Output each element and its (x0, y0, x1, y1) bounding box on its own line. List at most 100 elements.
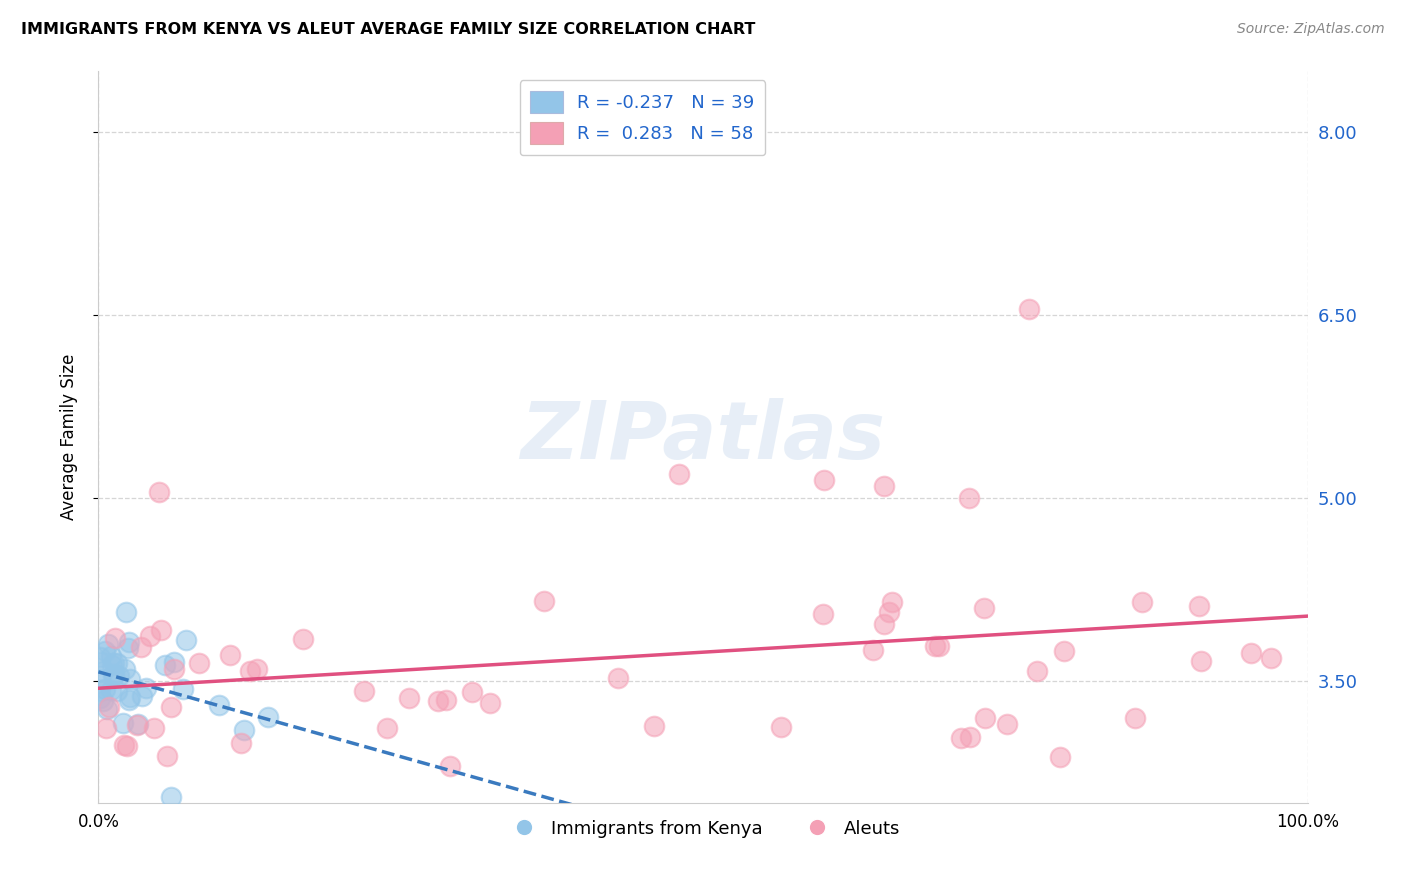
Aleuts (156, 748, 179, 763)
Aleuts (877, 605, 900, 619)
Immigrants from Kenya (163, 655, 186, 669)
Aleuts (1189, 654, 1212, 668)
Immigrants from Kenya (131, 689, 153, 703)
Aleuts (643, 719, 665, 733)
Immigrants from Kenya (208, 698, 231, 713)
Aleuts (219, 648, 242, 662)
Immigrants from Kenya (118, 692, 141, 706)
Immigrants from Kenya (94, 682, 117, 697)
Aleuts (668, 467, 690, 481)
Aleuts (862, 642, 884, 657)
Immigrants from Kenya (91, 693, 114, 707)
Aleuts (533, 594, 555, 608)
Immigrants from Kenya (114, 662, 136, 676)
Aleuts (873, 479, 896, 493)
Immigrants from Kenya (93, 644, 115, 658)
Aleuts (375, 721, 398, 735)
Legend: Immigrants from Kenya, Aleuts: Immigrants from Kenya, Aleuts (499, 813, 907, 845)
Aleuts (229, 736, 252, 750)
Aleuts (142, 721, 165, 735)
Immigrants from Kenya (112, 716, 135, 731)
Immigrants from Kenya (100, 683, 122, 698)
Aleuts (1132, 595, 1154, 609)
Immigrants from Kenya (105, 657, 128, 671)
Aleuts (460, 684, 482, 698)
Aleuts (292, 632, 315, 646)
Immigrants from Kenya (160, 789, 183, 804)
Aleuts (770, 720, 793, 734)
Aleuts (950, 731, 973, 745)
Aleuts (1123, 711, 1146, 725)
Immigrants from Kenya (117, 641, 139, 656)
Immigrants from Kenya (96, 702, 118, 716)
Aleuts (957, 491, 980, 505)
Aleuts (1053, 644, 1076, 658)
Aleuts (873, 616, 896, 631)
Immigrants from Kenya (101, 657, 124, 672)
Immigrants from Kenya (107, 669, 129, 683)
Aleuts (1239, 647, 1261, 661)
Immigrants from Kenya (118, 635, 141, 649)
Aleuts (127, 718, 149, 732)
Aleuts (112, 738, 135, 752)
Aleuts (434, 693, 457, 707)
Aleuts (973, 711, 995, 725)
Aleuts (98, 699, 121, 714)
Y-axis label: Average Family Size: Average Family Size (59, 354, 77, 520)
Aleuts (811, 607, 834, 621)
Immigrants from Kenya (96, 637, 118, 651)
Aleuts (148, 485, 170, 500)
Immigrants from Kenya (232, 723, 254, 737)
Immigrants from Kenya (101, 669, 124, 683)
Immigrants from Kenya (256, 710, 278, 724)
Aleuts (426, 694, 449, 708)
Immigrants from Kenya (89, 649, 111, 664)
Immigrants from Kenya (89, 683, 111, 698)
Immigrants from Kenya (172, 681, 194, 696)
Aleuts (607, 671, 630, 685)
Aleuts (398, 691, 420, 706)
Aleuts (163, 662, 186, 676)
Immigrants from Kenya (89, 655, 111, 669)
Aleuts (246, 662, 269, 676)
Immigrants from Kenya (91, 665, 114, 679)
Immigrants from Kenya (120, 690, 142, 705)
Aleuts (115, 739, 138, 753)
Aleuts (1026, 664, 1049, 678)
Aleuts (1018, 301, 1040, 317)
Aleuts (973, 601, 995, 615)
Immigrants from Kenya (103, 666, 125, 681)
Immigrants from Kenya (114, 605, 136, 619)
Aleuts (1260, 651, 1282, 665)
Immigrants from Kenya (174, 632, 197, 647)
Aleuts (928, 639, 950, 653)
Immigrants from Kenya (105, 683, 128, 698)
Text: ZIPatlas: ZIPatlas (520, 398, 886, 476)
Aleuts (104, 631, 127, 645)
Immigrants from Kenya (153, 657, 176, 672)
Aleuts (813, 473, 835, 487)
Immigrants from Kenya (135, 681, 157, 696)
Immigrants from Kenya (100, 648, 122, 663)
Aleuts (439, 759, 461, 773)
Immigrants from Kenya (103, 656, 125, 670)
Aleuts (238, 664, 260, 678)
Text: Source: ZipAtlas.com: Source: ZipAtlas.com (1237, 22, 1385, 37)
Aleuts (139, 628, 162, 642)
Immigrants from Kenya (127, 717, 149, 731)
Aleuts (159, 700, 181, 714)
Aleuts (959, 730, 981, 744)
Immigrants from Kenya (89, 673, 111, 687)
Aleuts (149, 623, 172, 637)
Immigrants from Kenya (89, 690, 111, 705)
Aleuts (924, 639, 946, 653)
Aleuts (1188, 599, 1211, 614)
Aleuts (479, 696, 502, 710)
Aleuts (880, 595, 903, 609)
Aleuts (1049, 750, 1071, 764)
Immigrants from Kenya (120, 672, 142, 686)
Aleuts (188, 656, 211, 670)
Aleuts (94, 722, 117, 736)
Text: IMMIGRANTS FROM KENYA VS ALEUT AVERAGE FAMILY SIZE CORRELATION CHART: IMMIGRANTS FROM KENYA VS ALEUT AVERAGE F… (21, 22, 755, 37)
Aleuts (129, 640, 152, 655)
